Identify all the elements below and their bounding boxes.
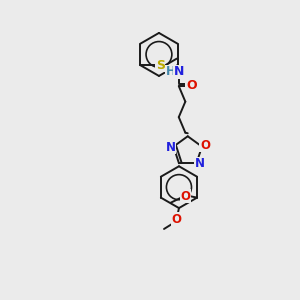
Text: H: H — [166, 65, 175, 78]
Text: N: N — [174, 65, 184, 78]
Text: O: O — [181, 190, 191, 202]
Text: O: O — [200, 139, 210, 152]
Text: N: N — [194, 158, 205, 170]
Text: S: S — [156, 59, 165, 72]
Text: O: O — [186, 79, 196, 92]
Text: O: O — [172, 213, 182, 226]
Text: N: N — [166, 141, 176, 154]
